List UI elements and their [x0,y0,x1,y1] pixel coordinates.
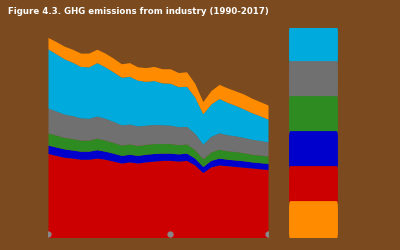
FancyBboxPatch shape [289,61,338,99]
FancyBboxPatch shape [289,96,338,134]
FancyBboxPatch shape [289,131,338,169]
Text: Figure 4.3. GHG emissions from industry (1990-2017): Figure 4.3. GHG emissions from industry … [8,8,269,16]
FancyBboxPatch shape [289,201,338,239]
FancyBboxPatch shape [289,166,338,204]
FancyBboxPatch shape [289,26,338,64]
